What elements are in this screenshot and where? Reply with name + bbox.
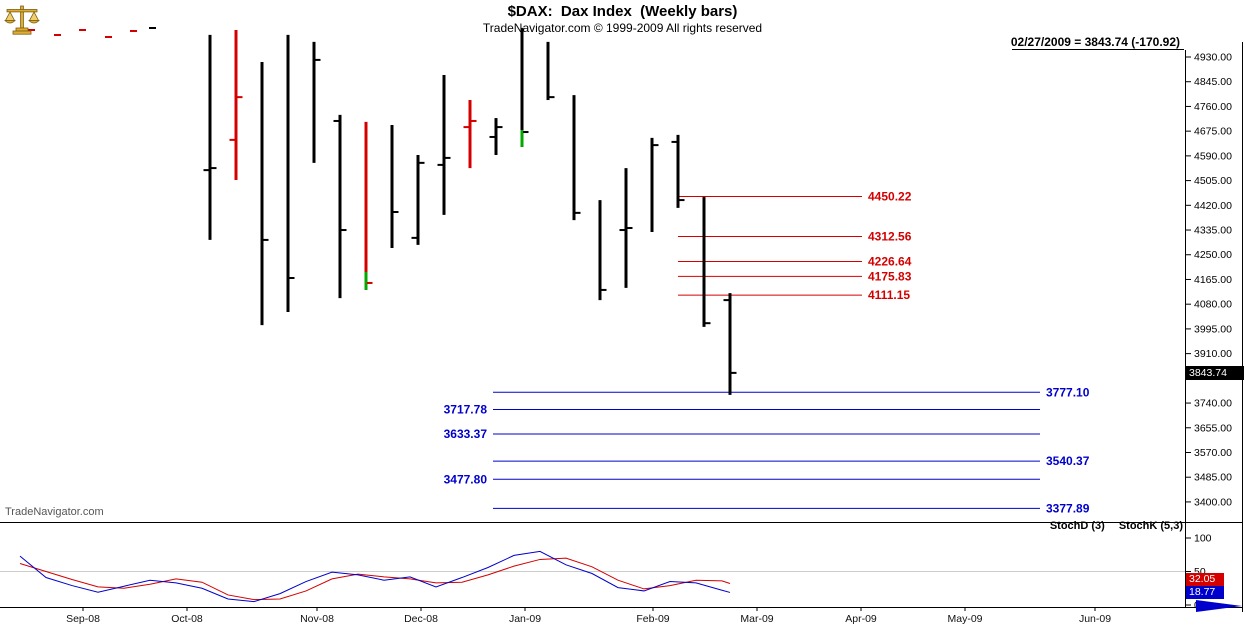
stochd-line [19, 557, 731, 601]
resistance-label: 4111.15 [868, 288, 910, 302]
resistance-label: 4226.64 [868, 255, 912, 269]
x-axis-month-label: Nov-08 [300, 613, 334, 625]
x-axis-month-label: Sep-08 [66, 613, 100, 625]
stochd-value-box: 32.05 [1186, 573, 1224, 586]
resistance-label: 4312.56 [868, 230, 912, 244]
price-axis-label: 3485.00 [1194, 472, 1232, 484]
price-axis-label: 4845.00 [1194, 76, 1232, 88]
support-label: 3377.89 [1046, 501, 1090, 515]
stoch-axis-label: 50 [1194, 566, 1206, 578]
chart-title: $DAX: Dax Index (Weekly bars) [507, 3, 738, 20]
price-axis-label: 3910.00 [1194, 348, 1232, 360]
resistance-label: 4450.22 [868, 190, 912, 204]
price-axis-label: 4165.00 [1194, 274, 1232, 286]
support-label: 3477.80 [444, 472, 488, 486]
price-axis-label: 3400.00 [1194, 496, 1232, 508]
support-label: 3633.37 [444, 427, 488, 441]
price-axis-label: 3740.00 [1194, 398, 1232, 410]
quote-info: 02/27/2009 = 3843.74 (-170.92) [1010, 35, 1180, 49]
stochk-line [19, 550, 731, 603]
stochd-label: StochD (3) [1049, 520, 1105, 532]
x-axis-month-label: Jun-09 [1079, 613, 1111, 625]
support-label: 3777.10 [1046, 385, 1090, 399]
x-axis-month-label: Oct-08 [171, 613, 203, 625]
price-axis-label: 4420.00 [1194, 200, 1232, 212]
price-axis-label: 4335.00 [1194, 225, 1232, 237]
support-label: 3717.78 [444, 403, 488, 417]
price-axis-label: 3570.00 [1194, 447, 1232, 459]
x-axis-month-label: Dec-08 [404, 613, 438, 625]
stoch-axis-label: 100 [1194, 533, 1212, 545]
x-axis-month-label: Mar-09 [740, 613, 773, 625]
stochk-label: StochK (5,3) [1118, 520, 1183, 532]
x-axis-month-label: Jan-09 [509, 613, 541, 625]
price-axis-label: 4505.00 [1194, 175, 1232, 187]
x-axis-month-label: Feb-09 [636, 613, 669, 625]
x-axis-month-label: May-09 [947, 613, 982, 625]
price-axis-label: 4250.00 [1194, 249, 1232, 261]
price-axis-label: 4675.00 [1194, 126, 1232, 138]
resistance-label: 4175.83 [868, 269, 912, 283]
stoch-legend: StochD (3) StochK (5,3) [1050, 520, 1183, 532]
price-axis-label: 4930.00 [1194, 52, 1232, 64]
price-axis-label: 3995.00 [1194, 323, 1232, 335]
price-axis-label: 3655.00 [1194, 422, 1232, 434]
current-price-box: 3843.74 [1186, 366, 1244, 380]
x-axis-month-label: Apr-09 [845, 613, 877, 625]
scroll-right-arrow[interactable] [1196, 600, 1242, 612]
watermark: TradeNavigator.com [5, 506, 104, 518]
support-label: 3540.37 [1046, 454, 1090, 468]
stochk-value-box: 18.77 [1186, 586, 1224, 599]
price-axis-label: 4590.00 [1194, 150, 1232, 162]
price-axis-label: 4760.00 [1194, 101, 1232, 113]
chart-subtitle: TradeNavigator.com © 1999-2009 All right… [482, 21, 763, 35]
price-axis-label: 4080.00 [1194, 299, 1232, 311]
tradenavigator-logo-icon [2, 4, 42, 43]
